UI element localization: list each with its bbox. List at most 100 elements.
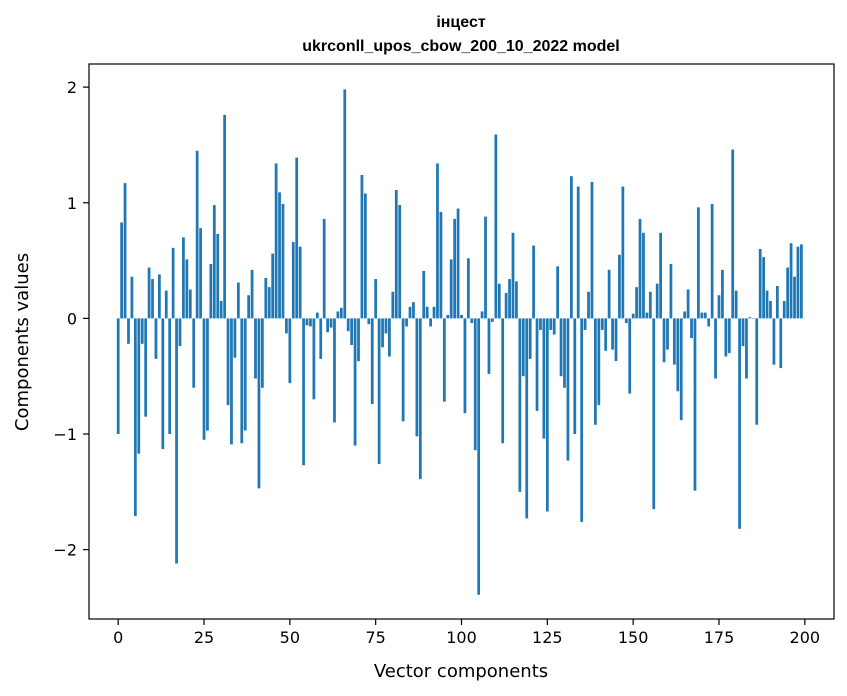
bar-93	[436, 163, 439, 319]
bar-58	[315, 312, 319, 319]
bar-85	[408, 306, 412, 319]
bar-114	[508, 279, 511, 319]
bar-191	[772, 318, 776, 365]
bar-51	[291, 242, 295, 319]
bar-84	[405, 318, 408, 327]
bar-81	[394, 190, 398, 319]
x-tick-label-200: 200	[790, 628, 821, 647]
bar-47	[278, 192, 281, 319]
bar-187	[758, 249, 762, 319]
bar-73	[367, 318, 371, 325]
x-tick-label-150: 150	[618, 628, 649, 647]
bar-86	[412, 302, 415, 319]
bar-109	[491, 318, 494, 322]
bar-152	[638, 218, 642, 319]
bar-111	[497, 283, 501, 319]
bar-59	[319, 318, 323, 359]
bar-41	[257, 318, 261, 489]
bar-105	[477, 318, 481, 595]
bar-10	[151, 279, 154, 319]
bar-144	[611, 318, 614, 350]
x-tick-label-175: 175	[704, 628, 735, 647]
bar-28	[212, 205, 216, 319]
bar-189	[765, 290, 769, 319]
bar-63	[333, 318, 336, 423]
bar-149	[628, 318, 632, 394]
bar-0	[116, 318, 120, 435]
bar-171	[703, 312, 707, 319]
bar-130	[563, 318, 566, 388]
bar-79	[388, 318, 391, 357]
bar-124	[542, 318, 546, 439]
bar-119	[525, 318, 529, 519]
bar-21	[188, 289, 192, 319]
bar-65	[339, 307, 343, 319]
bar-199	[800, 244, 803, 319]
bars-group	[116, 89, 803, 595]
bar-102	[466, 258, 470, 319]
bar-12	[158, 274, 161, 319]
bar-76	[377, 318, 381, 465]
bar-198	[796, 246, 800, 319]
bar-148	[624, 318, 628, 324]
bar-140	[597, 318, 601, 406]
bar-5	[133, 318, 137, 517]
bar-100	[460, 314, 463, 319]
bar-42	[261, 318, 264, 388]
y-tick-label--1: −1	[53, 425, 77, 444]
x-axis-ticks: 0 25 50 75 100 125 150 175 200	[113, 619, 820, 647]
bar-177	[724, 318, 728, 357]
bar-89	[422, 270, 426, 319]
bar-9	[147, 267, 151, 319]
bar-193	[779, 318, 783, 369]
bar-44	[267, 287, 271, 319]
bar-178	[727, 318, 731, 354]
bar-14	[164, 290, 168, 319]
bar-72	[364, 193, 367, 319]
bar-150	[631, 313, 635, 319]
bar-126	[549, 318, 553, 330]
bar-77	[381, 318, 384, 348]
bar-39	[250, 269, 254, 319]
bar-174	[714, 318, 717, 379]
chart-title-line2: ukrconll_upos_cbow_200_10_2022 model	[302, 38, 619, 55]
bar-32	[226, 318, 230, 406]
bar-134	[576, 186, 580, 319]
bar-3	[127, 318, 130, 344]
bar-74	[370, 318, 374, 404]
bar-55	[305, 318, 309, 326]
bar-153	[642, 232, 645, 319]
bar-33	[230, 318, 233, 445]
bar-27	[209, 264, 213, 319]
bar-118	[521, 318, 525, 377]
bar-184	[748, 317, 752, 319]
bar-160	[666, 318, 669, 350]
bar-34	[233, 318, 237, 358]
x-tick-label-75: 75	[365, 628, 385, 647]
bar-13	[161, 318, 165, 450]
bar-82	[398, 205, 402, 319]
x-tick-label-100: 100	[446, 628, 477, 647]
x-tick-label-25: 25	[194, 628, 214, 647]
bar-113	[504, 292, 508, 319]
bar-186	[755, 318, 759, 425]
bar-6	[137, 318, 141, 454]
bar-120	[528, 318, 532, 359]
bar-181	[738, 318, 741, 529]
bar-162	[672, 318, 676, 365]
bar-192	[775, 286, 779, 319]
bar-176	[721, 269, 724, 319]
bar-71	[360, 175, 364, 319]
bar-141	[600, 318, 604, 330]
bar-15	[168, 318, 172, 435]
bar-175	[717, 295, 721, 319]
bar-104	[473, 318, 477, 451]
bar-185	[751, 318, 755, 319]
bar-180	[734, 290, 738, 319]
bar-169	[697, 207, 700, 319]
bar-139	[594, 318, 597, 425]
bar-131	[566, 318, 570, 461]
bar-46	[274, 163, 278, 319]
bar-29	[216, 233, 220, 319]
